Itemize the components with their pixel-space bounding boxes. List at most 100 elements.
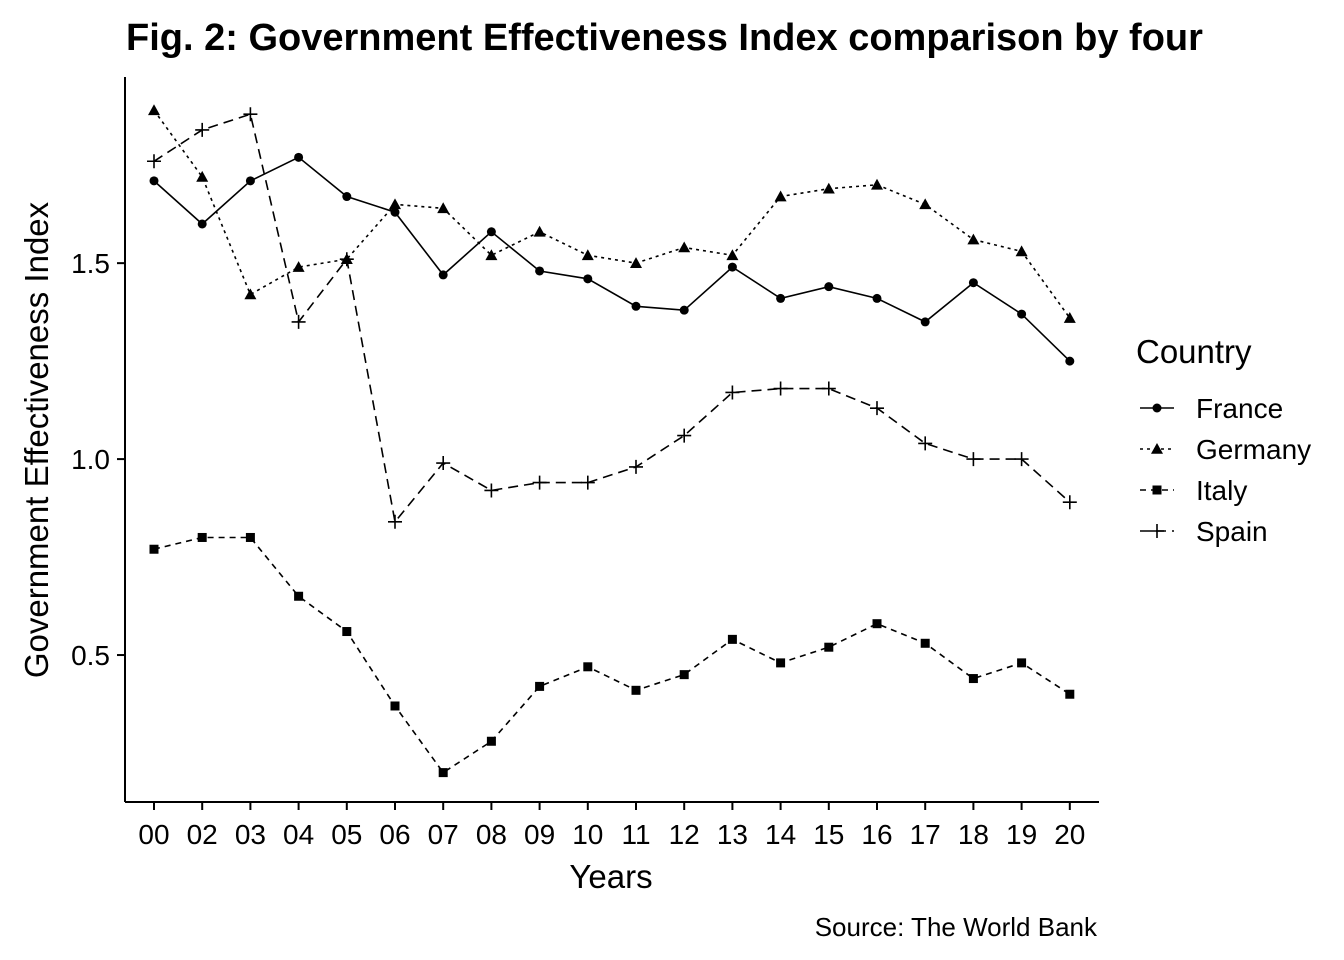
series-line-germany	[153, 109, 1071, 319]
data-point-germany	[1063, 312, 1076, 323]
data-point-italy	[245, 532, 255, 542]
legend-title: Country	[1136, 333, 1252, 370]
data-point-spain	[339, 252, 354, 267]
x-ticks: 00 02 03 04 05 06 07 08 09 10 11 12 13 14 15 16 17 18 19 20	[138, 802, 1085, 850]
data-point-france	[631, 301, 641, 311]
data-point-spain	[821, 381, 836, 396]
y-tick-label: 1.0	[71, 444, 110, 475]
data-point-italy	[486, 736, 496, 746]
data-point-spain	[532, 475, 547, 490]
data-point-france	[583, 274, 593, 284]
data-point-italy	[727, 634, 737, 644]
data-point-france	[438, 270, 448, 280]
data-point-italy	[776, 658, 786, 668]
data-point-spain	[1062, 495, 1077, 510]
data-point-france	[1065, 356, 1075, 366]
y-ticks: 0.5 1.0 1.5	[71, 248, 125, 671]
y-tick-label: 1.5	[71, 248, 110, 279]
data-point-germany	[774, 190, 787, 202]
data-point-germany	[822, 182, 835, 194]
data-point-spain	[484, 483, 499, 498]
data-point-italy	[968, 674, 978, 684]
data-point-spain	[773, 381, 788, 396]
x-tick-label: 09	[524, 819, 555, 850]
data-point-germany	[196, 170, 209, 182]
data-point-france	[920, 317, 930, 327]
x-tick-label: 07	[428, 819, 459, 850]
series-line-france	[153, 156, 1071, 362]
x-tick-label: 00	[138, 819, 169, 850]
legend-circle-icon	[1152, 403, 1162, 413]
data-point-spain	[436, 456, 451, 471]
data-point-spain	[677, 428, 692, 443]
data-point-germany	[726, 249, 739, 261]
x-tick-label: 13	[717, 819, 748, 850]
series-france	[149, 152, 1075, 366]
data-point-italy	[824, 642, 834, 652]
x-tick-label: 19	[1006, 819, 1037, 850]
legend-plus-icon	[1150, 524, 1164, 538]
data-point-germany	[919, 198, 932, 210]
data-point-france	[679, 305, 689, 315]
data-point-germany	[485, 249, 498, 261]
data-point-france	[872, 293, 882, 303]
data-point-spain	[580, 475, 595, 490]
legend-item-france: France	[1140, 393, 1283, 424]
data-point-germany	[437, 202, 450, 214]
data-point-italy	[294, 591, 304, 601]
legend-label: Spain	[1196, 516, 1268, 547]
data-point-spain	[629, 459, 643, 474]
x-tick-label: 06	[379, 819, 410, 850]
x-tick-label: 08	[476, 819, 507, 850]
data-point-france	[535, 266, 545, 276]
data-point-germany	[1015, 245, 1028, 257]
legend: Country France Germany Italy Spain	[1136, 333, 1311, 547]
series-spain	[147, 107, 1077, 529]
legend-label: France	[1196, 393, 1283, 424]
x-tick-label: 17	[910, 819, 941, 850]
x-tick-label: 04	[283, 819, 314, 850]
series-germany	[148, 104, 1076, 323]
data-point-italy	[679, 670, 689, 680]
legend-item-spain: Spain	[1140, 516, 1268, 547]
legend-square-icon	[1152, 485, 1162, 495]
x-tick-label: 03	[235, 819, 266, 850]
data-point-france	[149, 176, 159, 186]
data-point-france	[727, 262, 737, 272]
data-point-italy	[197, 532, 207, 542]
series-line-spain	[153, 113, 1071, 524]
series-italy	[149, 532, 1075, 778]
data-point-spain	[966, 452, 981, 467]
x-tick-label: 05	[331, 819, 362, 850]
data-point-spain	[243, 107, 258, 122]
data-point-spain	[147, 154, 161, 169]
legend-triangle-icon	[1151, 443, 1163, 454]
data-point-france	[776, 293, 786, 303]
data-point-germany	[533, 225, 546, 237]
data-point-italy	[631, 685, 641, 695]
plot-area	[147, 104, 1077, 778]
x-tick-label: 15	[813, 819, 844, 850]
data-point-spain	[388, 514, 402, 529]
data-point-germany	[581, 249, 594, 261]
x-tick-label: 20	[1054, 819, 1085, 850]
axes	[124, 77, 1099, 803]
data-point-italy	[920, 638, 930, 648]
data-point-germany	[630, 257, 642, 268]
data-point-italy	[535, 681, 545, 691]
data-point-germany	[967, 233, 980, 245]
data-point-france	[245, 176, 255, 186]
source-caption: Source: The World Bank	[815, 912, 1098, 942]
data-point-germany	[244, 288, 257, 300]
data-point-italy	[583, 662, 593, 672]
data-point-spain	[870, 401, 884, 416]
series-line-italy	[153, 536, 1071, 774]
data-point-italy	[149, 544, 159, 554]
y-axis-title: Government Effectiveness Index	[18, 201, 55, 678]
data-point-germany	[389, 198, 401, 210]
data-point-france	[968, 278, 978, 288]
data-point-italy	[390, 701, 400, 711]
data-point-germany	[292, 261, 305, 272]
x-axis-title: Years	[569, 858, 652, 895]
